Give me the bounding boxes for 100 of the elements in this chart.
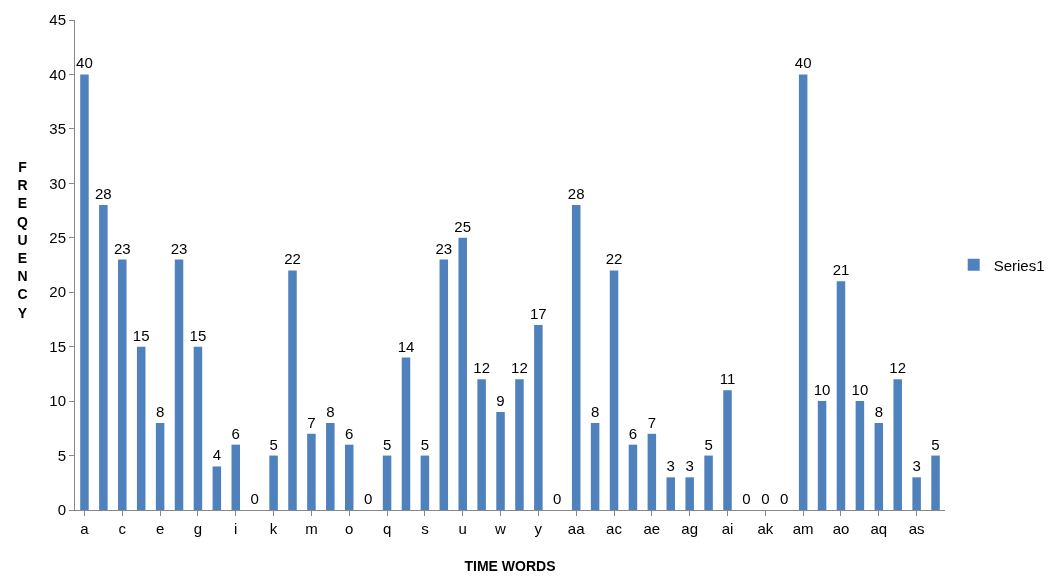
y-tick-label: 10 (49, 392, 66, 410)
bar (912, 477, 921, 510)
data-label: 28 (567, 185, 585, 203)
x-tick-label: ai (721, 520, 734, 537)
x-tick-label: q (382, 520, 392, 537)
y-tick-label: 5 (57, 446, 66, 464)
bar (269, 455, 278, 510)
bar (439, 259, 449, 510)
bar (534, 324, 543, 510)
data-label: 5 (931, 435, 940, 453)
data-label: 0 (553, 490, 562, 507)
bar (817, 401, 827, 510)
data-label: 8 (155, 402, 165, 420)
bar (931, 455, 940, 510)
data-label: 22 (284, 250, 301, 268)
y-tick-label: 25 (49, 229, 66, 247)
bar (571, 205, 581, 510)
data-label: 0 (761, 490, 770, 507)
data-label: 0 (742, 490, 751, 507)
data-label: 12 (889, 359, 907, 377)
bar (212, 466, 222, 510)
x-tick-label: ao (832, 520, 850, 537)
bar (155, 422, 165, 510)
data-label: 21 (832, 261, 850, 279)
x-tick-label: s (421, 520, 429, 537)
data-label: 6 (628, 424, 638, 442)
data-label: 12 (511, 359, 528, 377)
bar (401, 357, 411, 510)
bar (704, 455, 713, 510)
x-tick-label: y (534, 520, 543, 537)
text: FREQUENCY (17, 159, 28, 321)
data-label: 0 (780, 490, 789, 507)
data-label: 23 (170, 239, 188, 257)
data-label: 23 (435, 239, 453, 257)
data-label: 22 (605, 250, 623, 268)
bar (99, 205, 108, 510)
data-label: 8 (590, 402, 600, 420)
data-label: 0 (250, 490, 259, 507)
data-label: 17 (530, 304, 547, 322)
data-label: 9 (496, 392, 505, 409)
data-label: 7 (307, 413, 316, 431)
x-tick-label: c (118, 520, 127, 537)
bar (326, 422, 335, 510)
data-label: 40 (76, 54, 93, 72)
x-tick-label: o (345, 520, 354, 537)
bar (855, 401, 865, 510)
bar (288, 270, 297, 510)
bar (874, 422, 884, 510)
data-label: 11 (719, 370, 736, 388)
data-label: 6 (231, 424, 240, 442)
x-tick-label: k (269, 520, 278, 537)
bar (458, 237, 467, 510)
data-label: 5 (420, 435, 430, 453)
data-label: 15 (132, 326, 150, 344)
bar (344, 444, 354, 510)
bar (893, 379, 902, 510)
bar (628, 444, 638, 510)
data-label: 15 (189, 326, 207, 344)
x-tick-label: as (908, 520, 925, 537)
x-tick-label: g (193, 520, 203, 537)
y-tick-label: 45 (49, 11, 66, 29)
x-tick-label: i (234, 520, 238, 537)
bar (231, 444, 241, 510)
y-tick-label: 40 (49, 65, 66, 83)
x-tick-label: aa (567, 520, 586, 537)
bar (420, 455, 430, 510)
bar (193, 346, 203, 510)
data-label: 10 (851, 381, 869, 399)
data-label: 6 (345, 424, 354, 442)
y-tick-label: 0 (57, 501, 66, 519)
data-label: 5 (704, 435, 713, 453)
data-label: 12 (473, 359, 490, 377)
data-label: 8 (326, 402, 335, 420)
data-label: 3 (666, 457, 675, 475)
legend-label: Series1 (993, 256, 1045, 274)
data-label: 28 (95, 185, 112, 203)
bar (307, 433, 316, 510)
data-label: 3 (912, 457, 921, 475)
data-label: 14 (397, 337, 415, 355)
bar (174, 259, 184, 510)
data-label: 5 (382, 435, 392, 453)
bar (515, 379, 524, 510)
bar (382, 455, 392, 510)
x-tick-label: e (155, 520, 165, 537)
y-tick-label: 15 (49, 337, 66, 355)
data-label: 8 (874, 402, 883, 420)
data-label: 4 (212, 446, 222, 464)
bar (647, 433, 657, 510)
bar (685, 477, 694, 510)
data-label: 7 (647, 413, 657, 431)
bar (496, 412, 505, 510)
y-tick-label: 30 (49, 174, 66, 192)
data-label: 5 (269, 435, 278, 453)
x-tick-label: ac (606, 520, 623, 537)
bar (666, 477, 676, 510)
x-tick-label: a (80, 520, 90, 537)
x-tick-label: m (305, 520, 318, 537)
data-label: 23 (113, 239, 131, 257)
bar (723, 390, 732, 510)
x-axis-title: TIME WORDS (464, 558, 556, 575)
